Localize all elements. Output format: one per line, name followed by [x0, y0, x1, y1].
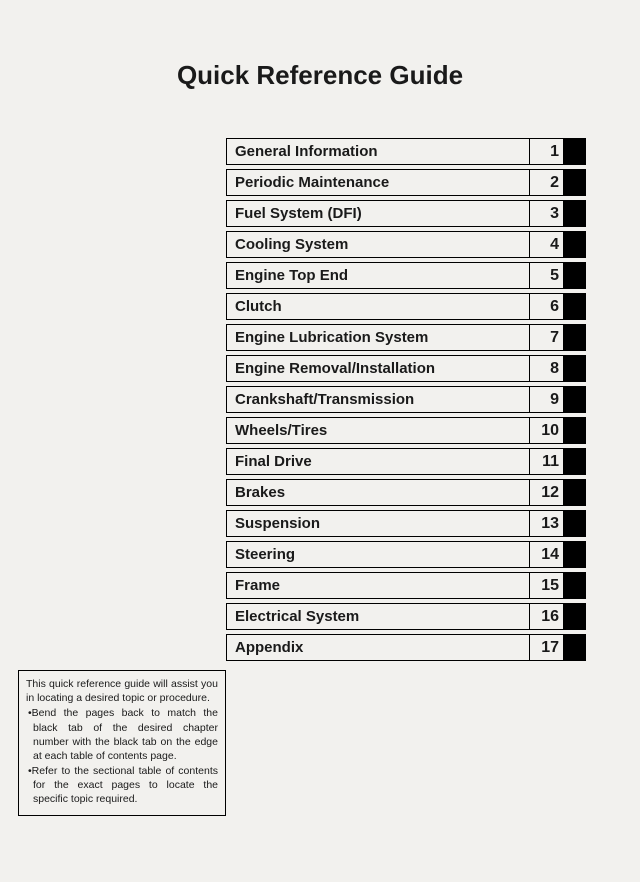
- toc-number: 12: [530, 479, 564, 506]
- toc-row: General Information1: [226, 138, 586, 165]
- toc-row: Brakes12: [226, 479, 586, 506]
- toc-row: Final Drive11: [226, 448, 586, 475]
- toc-row: Wheels/Tires10: [226, 417, 586, 444]
- toc-number: 16: [530, 603, 564, 630]
- black-tab: [564, 634, 586, 661]
- toc-number: 11: [530, 448, 564, 475]
- black-tab: [564, 386, 586, 413]
- toc-row: Periodic Maintenance2: [226, 169, 586, 196]
- toc-number: 2: [530, 169, 564, 196]
- toc-label: Cooling System: [226, 231, 530, 258]
- black-tab: [564, 448, 586, 475]
- toc-number: 17: [530, 634, 564, 661]
- toc-label: Clutch: [226, 293, 530, 320]
- toc-label: Engine Top End: [226, 262, 530, 289]
- toc-number: 9: [530, 386, 564, 413]
- toc-number: 7: [530, 324, 564, 351]
- toc-number: 15: [530, 572, 564, 599]
- page-title: Quick Reference Guide: [0, 60, 640, 91]
- black-tab: [564, 479, 586, 506]
- toc-label: Electrical System: [226, 603, 530, 630]
- help-intro: This quick reference guide will assist y…: [26, 678, 218, 704]
- toc-number: 13: [530, 510, 564, 537]
- toc-label: Frame: [226, 572, 530, 599]
- toc-row: Electrical System16: [226, 603, 586, 630]
- toc-row: Engine Top End5: [226, 262, 586, 289]
- toc-label: Engine Lubrication System: [226, 324, 530, 351]
- toc-label: Fuel System (DFI): [226, 200, 530, 227]
- black-tab: [564, 293, 586, 320]
- toc-row: Frame15: [226, 572, 586, 599]
- toc-row: Engine Lubrication System7: [226, 324, 586, 351]
- toc-row: Suspension13: [226, 510, 586, 537]
- black-tab: [564, 169, 586, 196]
- toc-label: Appendix: [226, 634, 530, 661]
- toc-row: Crankshaft/Transmission9: [226, 386, 586, 413]
- toc-row: Appendix17: [226, 634, 586, 661]
- black-tab: [564, 572, 586, 599]
- toc-row: Engine Removal/Installation8: [226, 355, 586, 382]
- toc-row: Cooling System4: [226, 231, 586, 258]
- toc-label: Steering: [226, 541, 530, 568]
- toc-number: 1: [530, 138, 564, 165]
- toc-label: General Information: [226, 138, 530, 165]
- toc-label: Brakes: [226, 479, 530, 506]
- black-tab: [564, 262, 586, 289]
- toc-row: Steering14: [226, 541, 586, 568]
- toc-number: 8: [530, 355, 564, 382]
- toc-label: Suspension: [226, 510, 530, 537]
- help-bullet-1: •Bend the pages back to match the black …: [26, 706, 218, 763]
- table-of-contents: General Information1Periodic Maintenance…: [226, 138, 586, 665]
- toc-label: Engine Removal/Installation: [226, 355, 530, 382]
- toc-row: Fuel System (DFI)3: [226, 200, 586, 227]
- black-tab: [564, 510, 586, 537]
- toc-number: 10: [530, 417, 564, 444]
- toc-label: Wheels/Tires: [226, 417, 530, 444]
- toc-number: 4: [530, 231, 564, 258]
- black-tab: [564, 603, 586, 630]
- black-tab: [564, 417, 586, 444]
- toc-label: Final Drive: [226, 448, 530, 475]
- toc-number: 14: [530, 541, 564, 568]
- toc-number: 6: [530, 293, 564, 320]
- toc-row: Clutch6: [226, 293, 586, 320]
- toc-number: 5: [530, 262, 564, 289]
- black-tab: [564, 355, 586, 382]
- help-box: This quick reference guide will assist y…: [18, 670, 226, 816]
- toc-number: 3: [530, 200, 564, 227]
- black-tab: [564, 231, 586, 258]
- black-tab: [564, 324, 586, 351]
- help-bullet-2: •Refer to the sectional table of content…: [26, 764, 218, 807]
- toc-label: Crankshaft/Transmission: [226, 386, 530, 413]
- toc-label: Periodic Maintenance: [226, 169, 530, 196]
- black-tab: [564, 138, 586, 165]
- black-tab: [564, 200, 586, 227]
- black-tab: [564, 541, 586, 568]
